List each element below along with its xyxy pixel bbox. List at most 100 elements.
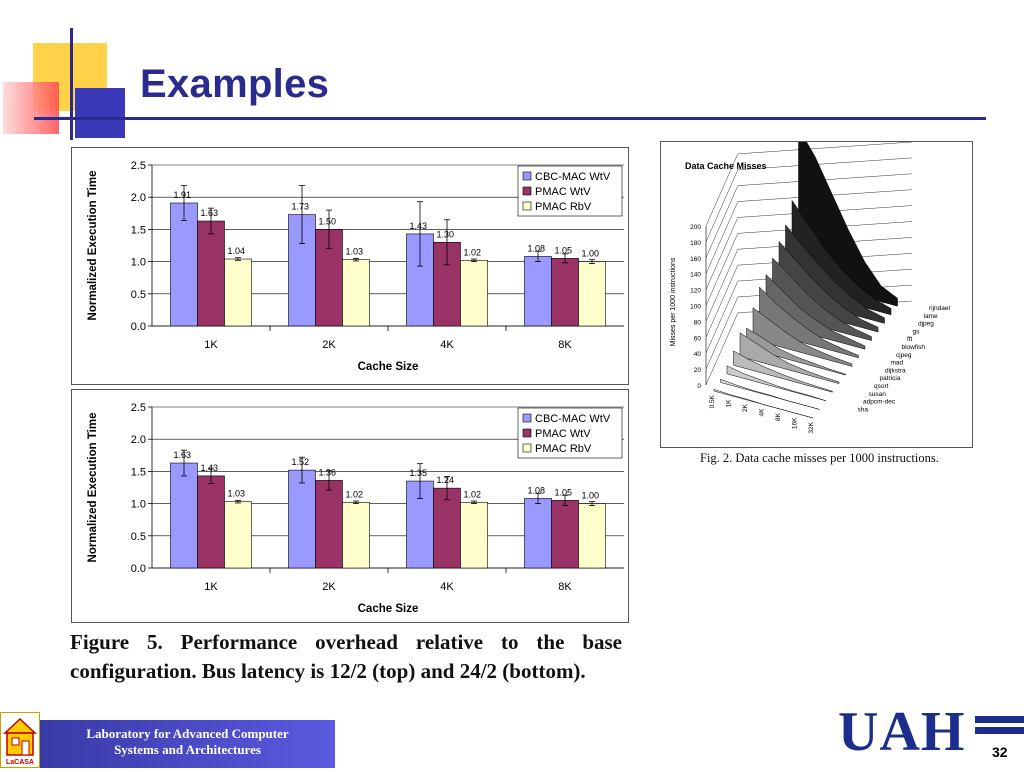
chartbottom-data-label: 1.52 xyxy=(292,457,310,467)
charttop-legend-swatch xyxy=(522,186,532,196)
chartbottom-legend-label: PMAC WtV xyxy=(535,428,591,440)
charttop-legend xyxy=(517,165,623,217)
charttop-data-label: 1.00 xyxy=(582,249,600,259)
chartbottom-data-label: 1.24 xyxy=(437,475,455,485)
charttop-y-axis-label: Normalized Execution Time xyxy=(87,171,99,321)
uah-logo-stripe xyxy=(975,716,1024,734)
chartbottom-data-label: 1.35 xyxy=(410,468,428,478)
cache-chart-y-axis-label: Misses per 1000 instructions xyxy=(670,257,677,346)
cache-chart-y-tick-label: 160 xyxy=(690,256,701,263)
cache-chart-y-tick-label: 40 xyxy=(694,351,702,358)
charttop-data-label: 1.04 xyxy=(228,246,246,256)
chartbottom-data-label: 1.36 xyxy=(319,467,337,477)
charttop-bar-cbc-mac-wtv xyxy=(170,202,198,327)
cache-chart-gridline xyxy=(737,157,913,170)
uah-logo: UAH xyxy=(838,701,966,763)
cache-chart-y-tick-label: 120 xyxy=(690,288,701,295)
cache-chart-y-tick-label: 180 xyxy=(690,240,701,247)
cache-chart-x-tick-label: 8K xyxy=(775,412,782,421)
cache-chart-series-label: cjpeg xyxy=(896,352,912,359)
cache-chart-gridline xyxy=(705,296,739,370)
cache-chart-y-tick-label: 0 xyxy=(697,383,701,390)
chartbottom-legend-swatch xyxy=(522,413,532,423)
cache-chart-gridline xyxy=(705,249,739,322)
cache-chart-series-label: gs xyxy=(913,328,921,335)
chartbottom-y-tick-label: 0.0 xyxy=(131,563,146,575)
chartbottom-x-tick-label: 8K xyxy=(558,581,572,593)
cache-chart-gridline xyxy=(705,185,739,258)
chartbottom-legend xyxy=(517,407,623,459)
cache-chart-series-adpcm-dec xyxy=(720,378,820,410)
cache-chart-x-tick-label: 2K xyxy=(742,403,749,412)
charttop-bar-pmac-rbv xyxy=(224,258,252,327)
chartbottom-data-label: 1.05 xyxy=(555,487,573,497)
charttop-y-tick-label: 0.0 xyxy=(131,321,146,333)
charttop-legend-swatch xyxy=(522,171,532,181)
chartbottom-bar-pmac-wtv xyxy=(315,480,343,569)
charttop-legend-label: PMAC WtV xyxy=(535,186,591,198)
cache-chart-gridline xyxy=(705,153,739,227)
chartbottom-y-tick-label: 2.0 xyxy=(131,434,146,446)
charttop-bar-pmac-wtv xyxy=(197,220,225,327)
cache-chart-gridline xyxy=(705,201,739,274)
cache-chart-gridline xyxy=(705,217,739,290)
cache-chart-x-tick-label: 32K xyxy=(808,421,815,433)
chartbottom-bar-cbc-mac-wtv xyxy=(524,498,552,569)
charttop-data-label: 1.05 xyxy=(555,245,573,255)
title-deco-horizontal-line xyxy=(34,117,986,120)
slide-title: Examples xyxy=(140,62,330,106)
charttop-y-tick-label: 1.5 xyxy=(131,224,146,236)
chartbottom-data-label: 1.03 xyxy=(228,489,246,499)
chartbottom-data-label: 1.00 xyxy=(582,491,600,501)
cache-chart-series-label: adpcm-dec xyxy=(863,399,896,406)
cache-chart-y-tick-label: 140 xyxy=(690,272,701,279)
charttop-x-axis-label: Cache Size xyxy=(358,361,419,373)
charttop-bar-cbc-mac-wtv xyxy=(524,256,552,327)
charttop-data-label: 1.02 xyxy=(464,247,482,257)
chartbottom-data-label: 1.63 xyxy=(174,450,192,460)
cache-chart-series-label: mad xyxy=(891,360,904,367)
top-bar-chart-panel: 0.0 0.5 1.0 1.5 2.0 2.5 Normalized Execution T… xyxy=(71,147,629,385)
chartbottom-y-tick-label: 1.5 xyxy=(131,466,146,478)
cache-chart-series-label: fft xyxy=(907,336,912,343)
chartbottom-bar-pmac-rbv xyxy=(460,502,488,569)
figure-caption: Figure 5. Performance overhead relative … xyxy=(70,630,622,683)
cache-chart-x-tick-label: 4K xyxy=(759,408,766,417)
chartbottom-legend-swatch xyxy=(522,428,532,438)
cache-chart-series-label: sha xyxy=(858,406,869,413)
lab-name-line2: Systems and Architectures xyxy=(114,742,261,757)
cache-chart-series-patricia xyxy=(739,332,840,384)
charttop-x-tick-label: 2K xyxy=(322,339,336,351)
cache-chart-series-label: djpeg xyxy=(918,321,934,328)
right-figure-caption: Fig. 2. Data cache misses per 1000 instr… xyxy=(700,451,939,465)
cache-chart-y-tick-label: 100 xyxy=(690,304,701,311)
cache-chart-gridline xyxy=(705,280,739,354)
charttop-data-label: 1.30 xyxy=(437,229,455,239)
lab-name-line1: Laboratory for Advanced Computer xyxy=(86,726,289,741)
charttop-data-label: 1.63 xyxy=(201,208,219,218)
charttop-data-label: 1.08 xyxy=(528,243,546,253)
charttop-y-tick-label: 2.5 xyxy=(131,160,146,172)
chartbottom-bar-cbc-mac-wtv xyxy=(288,469,316,569)
chartbottom-data-label: 1.43 xyxy=(201,463,219,473)
chartbottom-data-label: 1.02 xyxy=(464,489,482,499)
chartbottom-data-label: 1.02 xyxy=(346,489,364,499)
top-bar-chart: 0.0 0.5 1.0 1.5 2.0 2.5 Normalized Execution T… xyxy=(87,160,624,373)
lacasa-logo-text: LaCASA xyxy=(6,759,34,766)
lab-name: Laboratory for Advanced Computer Systems… xyxy=(40,726,335,758)
charttop-y-tick-label: 1.0 xyxy=(131,257,146,269)
title-deco-blue-square xyxy=(75,88,125,138)
chartbottom-x-tick-label: 4K xyxy=(440,581,454,593)
cache-chart-series-label: blowfish xyxy=(902,344,926,351)
chartbottom-bar-pmac-rbv xyxy=(578,503,606,569)
charttop-x-tick-label: 4K xyxy=(440,339,454,351)
chartbottom-bar-pmac-rbv xyxy=(342,502,370,569)
chartbottom-x-tick-label: 2K xyxy=(322,581,336,593)
lacasa-logo: LaCASA xyxy=(0,712,40,768)
cache-chart-series-mad xyxy=(752,307,853,367)
chartbottom-bar-cbc-mac-wtv xyxy=(170,462,198,569)
charttop-legend-label: CBC-MAC WtV xyxy=(535,171,611,183)
charttop-data-label: 1.91 xyxy=(174,190,192,200)
chartbottom-legend-swatch xyxy=(522,443,532,453)
chartbottom-x-axis-label: Cache Size xyxy=(358,603,419,615)
